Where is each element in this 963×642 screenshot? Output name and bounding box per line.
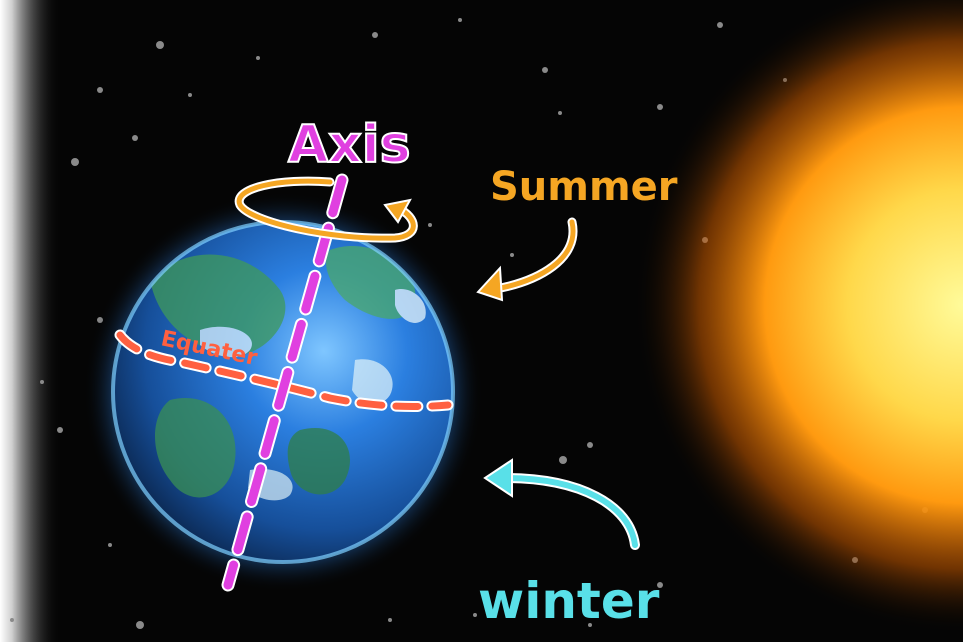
winter-arrow <box>483 458 640 550</box>
winter-label: winter <box>478 572 660 630</box>
summer-arrow <box>476 217 578 302</box>
rotation-arrow <box>234 176 418 243</box>
axis-line <box>221 173 349 592</box>
equator-line <box>114 329 454 412</box>
sun <box>633 0 963 635</box>
left-light-edge <box>0 0 60 642</box>
summer-label: Summer <box>490 164 678 210</box>
axis-label: Axis <box>288 115 411 175</box>
